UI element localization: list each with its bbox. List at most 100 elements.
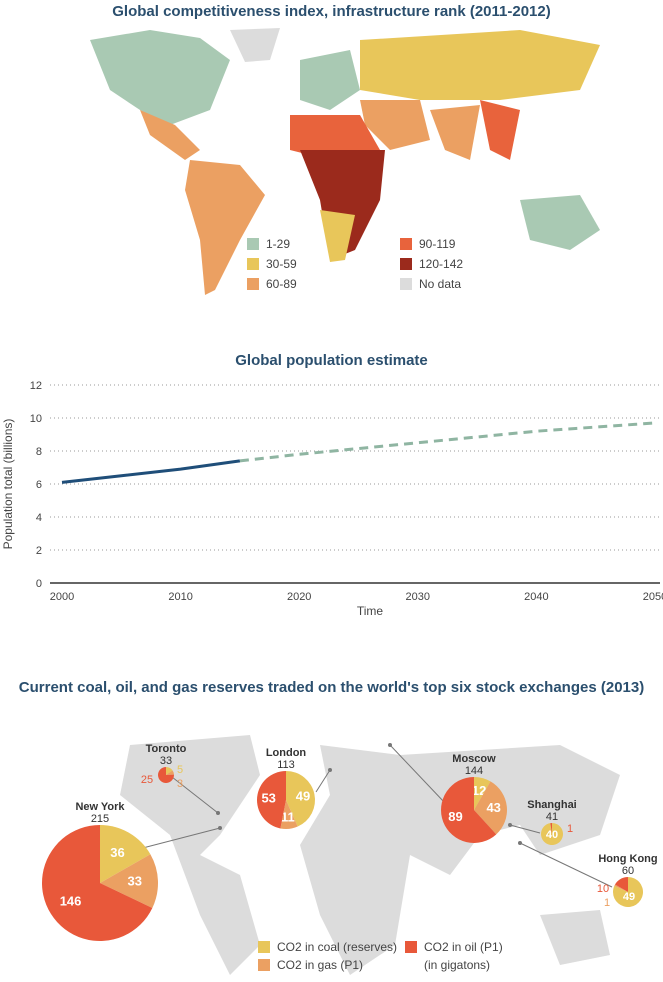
exchange-name: Hong Kong (598, 853, 657, 865)
connector-dot (328, 768, 332, 772)
y-tick-label: 8 (36, 446, 42, 458)
x-tick-label: 2000 (50, 591, 74, 603)
slice-value: 12 (472, 783, 486, 798)
legend-swatch (400, 258, 412, 270)
legend-swatch (400, 278, 412, 290)
population-chart-title: Global population estimate (235, 352, 428, 369)
legend-label: 30-59 (266, 257, 297, 271)
slice-value: 53 (261, 790, 275, 805)
legend-swatch (405, 941, 417, 953)
legend-label: CO2 in oil (P1) (424, 940, 503, 954)
legend-item: CO2 in oil (P1) (405, 940, 503, 954)
legend-item: CO2 in coal (reserves) (258, 940, 397, 954)
legend-label: No data (419, 277, 462, 291)
legend-item: No data (400, 277, 461, 291)
map-title: Global competitiveness index, infrastruc… (112, 3, 551, 20)
pie-slice (100, 854, 159, 909)
slice-value: 5 (177, 764, 183, 776)
x-tick-label: 2030 (406, 591, 430, 603)
x-tick-label: 2020 (287, 591, 311, 603)
y-tick-label: 6 (36, 479, 42, 491)
x-tick-label: 2050 (643, 591, 663, 603)
pie-slice (166, 767, 173, 775)
slice-value: 3 (177, 778, 183, 790)
legend-item: 60-89 (247, 277, 297, 291)
y-axis-label: Population total (billions) (1, 419, 15, 550)
connector-line (134, 827, 221, 851)
legend-swatch (258, 959, 270, 971)
pie-slice (614, 884, 628, 892)
exchange-total: 113 (277, 759, 295, 771)
legend-swatch (258, 941, 270, 953)
x-axis-label: Time (357, 604, 384, 618)
connector-dot (216, 811, 220, 815)
legend-label: 120-142 (419, 257, 464, 271)
exchange-total: 41 (546, 811, 558, 823)
series-line-dashed (239, 421, 656, 463)
europe (300, 50, 360, 110)
southern-africa (320, 210, 355, 262)
legend-item: 120-142 (400, 257, 463, 271)
connector-line (171, 776, 219, 814)
africa-north (290, 115, 380, 160)
connector-dot (518, 841, 522, 845)
pie-slice (286, 771, 316, 827)
pie-slice (474, 777, 491, 810)
pie-slice (166, 770, 174, 775)
australia (520, 195, 600, 250)
legend-label: 90-119 (419, 237, 456, 251)
slice-value: 33 (128, 874, 142, 889)
legend-item: 90-119 (400, 237, 455, 251)
exchange-name: Shanghai (527, 799, 577, 811)
series-line-solid (61, 459, 241, 484)
south-america (185, 160, 265, 295)
pie-slice (441, 777, 497, 843)
legend-item: 1-29 (247, 237, 290, 251)
legend-item: CO2 in gas (P1) (258, 958, 363, 972)
south-asia (430, 105, 480, 160)
legend-label: 1-29 (266, 237, 291, 251)
slice-value: 10 (597, 883, 609, 895)
pie-slice (100, 825, 151, 883)
pie-slice (474, 781, 507, 835)
y-tick-label: 0 (36, 578, 42, 590)
legend-swatch (247, 238, 259, 250)
legend-item: 30-59 (247, 257, 297, 271)
y-tick-label: 2 (36, 545, 42, 557)
connector-line (509, 824, 541, 834)
y-tick-label: 10 (30, 413, 42, 425)
legend-swatch (247, 258, 259, 270)
exchange-total: 60 (622, 865, 634, 877)
slice-value: 11 (281, 809, 295, 824)
y-tick-label: 4 (36, 512, 42, 524)
legend-label: CO2 in gas (P1) (277, 958, 364, 972)
connector-dot (218, 826, 222, 830)
pie-slice (280, 800, 298, 829)
slice-value: 25 (141, 774, 153, 786)
slice-value: 89 (448, 809, 462, 824)
pie-slice (615, 877, 628, 892)
x-tick-label: 2010 (168, 591, 192, 603)
unit-label: (in gigatons) (424, 958, 491, 972)
x-tick-label: 2040 (524, 591, 548, 603)
connector-dot (388, 743, 392, 747)
slice-value: 1 (604, 897, 610, 909)
slice-value: 43 (486, 800, 500, 815)
central-america (140, 110, 200, 160)
legend-label: CO2 in coal (reserves) (277, 940, 398, 954)
slice-value: 36 (110, 845, 124, 860)
connector-line (519, 842, 613, 888)
population-chart: 0 2 4 6 8 10 12 2000 2010 2020 2030 2040 2050 Time Pop… (1, 380, 663, 618)
connector-dot (508, 823, 512, 827)
exchange-total: 215 (91, 813, 109, 825)
exchange-total: 144 (465, 765, 483, 777)
exchange-name: London (266, 747, 307, 759)
greenland (230, 28, 280, 62)
